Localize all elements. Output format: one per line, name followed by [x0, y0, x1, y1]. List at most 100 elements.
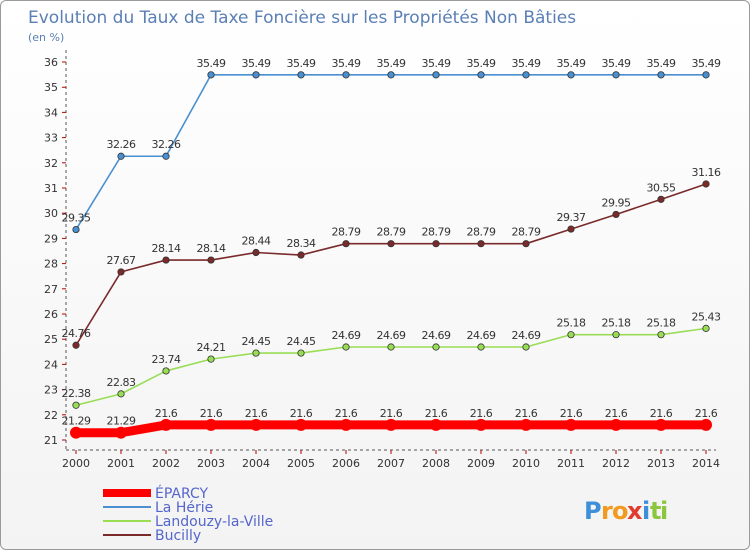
data-point: [342, 71, 350, 79]
logo-letter: t: [650, 497, 661, 525]
data-label: 24.69: [332, 329, 361, 342]
data-label: 21.6: [155, 407, 178, 420]
data-label: 35.49: [557, 57, 586, 70]
data-point: [477, 240, 485, 248]
x-tick-label: 2005: [287, 457, 315, 470]
x-tick-label: 2000: [62, 457, 90, 470]
data-label: 21.6: [200, 407, 223, 420]
data-label: 21.6: [515, 407, 538, 420]
data-label: 24.69: [422, 329, 451, 342]
y-tick-label: 36: [44, 56, 58, 69]
y-tick-label: 24: [44, 358, 58, 371]
data-label: 21.6: [290, 407, 313, 420]
data-point: [297, 71, 305, 79]
data-point: [432, 71, 440, 79]
data-label: 29.35: [62, 212, 91, 225]
data-label: 27.67: [107, 254, 136, 267]
data-label: 23.74: [152, 353, 181, 366]
data-point: [612, 331, 620, 339]
data-point: [567, 331, 575, 339]
data-point: [567, 225, 575, 233]
data-label: 28.14: [152, 242, 181, 255]
legend-label: Landouzy-la-Ville: [155, 514, 273, 530]
x-tick-label: 2014: [692, 457, 720, 470]
y-tick-label: 34: [44, 106, 58, 119]
data-point: [340, 418, 352, 431]
data-point: [612, 71, 620, 79]
series-landouzy-la-ville: 22.38 22.83 23.74 24.21 24.45 24.45 24.69 24.69…: [62, 310, 721, 409]
logo-letter: x: [627, 497, 643, 525]
data-point: [702, 180, 710, 188]
data-label: 35.49: [647, 57, 676, 70]
data-label: 35.49: [692, 57, 721, 70]
data-label: 25.18: [647, 317, 676, 330]
data-point: [72, 341, 80, 349]
x-tick-label: 2001: [107, 457, 135, 470]
data-label: 32.26: [152, 138, 181, 151]
data-label: 24.76: [62, 327, 91, 340]
data-point: [252, 71, 260, 79]
data-point: [295, 418, 307, 431]
data-label: 28.34: [287, 237, 316, 250]
data-label: 24.21: [197, 341, 226, 354]
data-point: [250, 418, 262, 431]
data-point: [522, 71, 530, 79]
data-point: [297, 251, 305, 259]
data-label: 21.29: [62, 415, 91, 428]
data-label: 29.95: [602, 196, 631, 209]
data-label: 24.69: [377, 329, 406, 342]
data-point: [387, 343, 395, 351]
y-tick-label: 30: [44, 207, 58, 220]
data-label: 21.6: [560, 407, 583, 420]
y-tick-label: 29: [44, 232, 58, 245]
data-point: [162, 367, 170, 375]
x-tick-label: 2008: [422, 457, 450, 470]
data-point: [432, 240, 440, 248]
data-point: [522, 240, 530, 248]
data-label: 22.38: [62, 387, 91, 400]
y-tick-label: 32: [44, 157, 58, 170]
data-label: 28.14: [197, 242, 226, 255]
data-point: [72, 401, 80, 409]
data-label: 32.26: [107, 138, 136, 151]
y-tick-label: 27: [44, 283, 58, 296]
data-point: [432, 343, 440, 351]
data-point: [117, 268, 125, 276]
x-tick-label: 2011: [557, 457, 585, 470]
data-label: 29.37: [557, 211, 586, 224]
data-point: [565, 418, 577, 431]
data-label: 21.6: [650, 407, 673, 420]
y-tick-label: 26: [44, 308, 58, 321]
data-label: 24.45: [287, 335, 316, 348]
data-label: 35.49: [377, 57, 406, 70]
data-label: 28.44: [242, 235, 271, 248]
chart-axes: 21 22 23 24 25 26 27 28 29 30 31 32 33 34 35 36 2000 2001…: [44, 50, 720, 470]
data-label: 24.69: [512, 329, 541, 342]
data-label: 25.18: [557, 317, 586, 330]
y-tick-label: 31: [44, 182, 58, 195]
data-point: [342, 240, 350, 248]
data-point: [567, 71, 575, 79]
data-label: 22.83: [107, 376, 136, 389]
data-point: [70, 426, 82, 439]
legend-label: La Hérie: [155, 500, 213, 516]
x-tick-label: 2010: [512, 457, 540, 470]
data-label: 21.6: [695, 407, 718, 420]
data-label: 24.69: [467, 329, 496, 342]
y-tick-label: 21: [44, 434, 58, 447]
x-tick-label: 2002: [152, 457, 180, 470]
chart-series: 24.76 27.67 28.14 28.14 28.44 28.34 28.79 28.79…: [62, 57, 721, 439]
data-point: [657, 195, 665, 203]
data-point: [162, 256, 170, 264]
data-point: [477, 71, 485, 79]
data-point: [297, 349, 305, 357]
y-tick-label: 22: [44, 409, 58, 422]
data-point: [207, 256, 215, 264]
data-label: 28.79: [377, 226, 406, 239]
series--parcy: 21.29 21.29 21.6 21.6 21.6 21.6 21.6 21.6 21.6 21…: [62, 407, 718, 439]
data-point: [160, 418, 172, 431]
data-label: 35.49: [197, 57, 226, 70]
data-point: [342, 343, 350, 351]
